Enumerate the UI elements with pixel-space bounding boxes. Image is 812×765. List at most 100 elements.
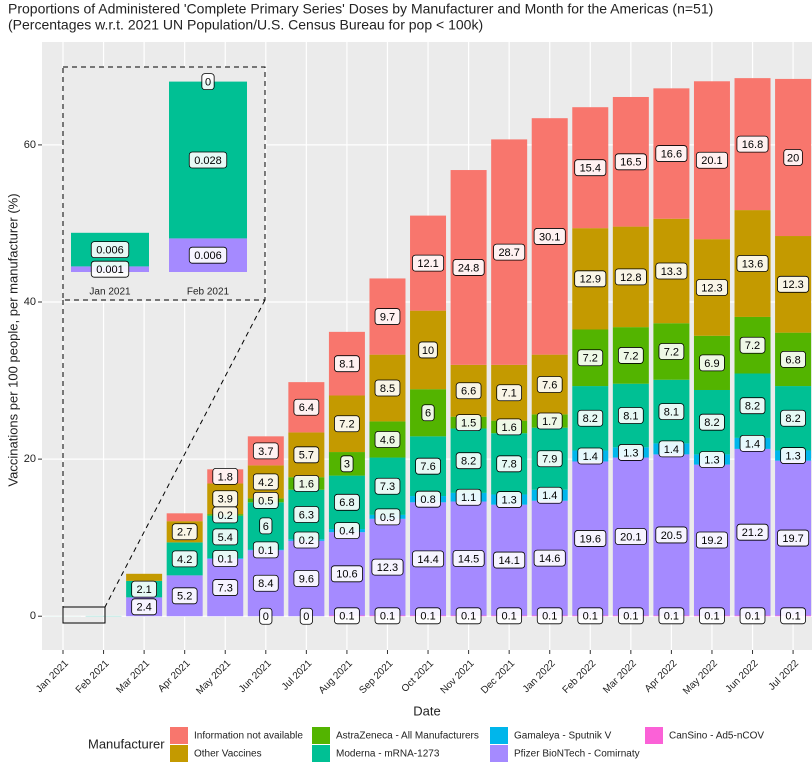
- value-label: 1.8: [218, 471, 233, 483]
- value-label-box: [783, 149, 803, 166]
- value-label-box: [780, 409, 806, 427]
- value-label-box: [299, 607, 313, 625]
- inset-x-label: Feb 2021: [187, 287, 230, 298]
- value-label-box: [415, 607, 441, 625]
- x-tick-label: Feb 2022: [561, 658, 599, 696]
- x-tick-label: May 2021: [194, 658, 233, 697]
- value-label-box: [293, 570, 320, 587]
- x-tick-label: Feb 2021: [74, 658, 112, 696]
- value-label: 7.8: [502, 459, 517, 471]
- value-label: 8.2: [461, 456, 476, 468]
- value-label: 0.1: [664, 611, 679, 623]
- value-label-box: [739, 336, 766, 354]
- value-label-box: [334, 493, 360, 511]
- value-label-box: [201, 73, 215, 90]
- chart-title: Proportions of Administered 'Complete Pr…: [8, 1, 713, 17]
- value-label-box: [252, 473, 279, 491]
- y-tick-label: 20: [24, 453, 36, 465]
- legend-swatch: [170, 745, 188, 762]
- x-tick-label: Jan 2021: [34, 658, 71, 695]
- value-label: 19.7: [782, 533, 803, 545]
- value-label: 12.3: [701, 282, 722, 294]
- value-label-box: [574, 159, 607, 177]
- value-label-box: [658, 403, 685, 420]
- value-label: 1.4: [542, 490, 557, 502]
- value-label-box: [212, 550, 239, 567]
- value-label: 8.1: [664, 406, 679, 418]
- value-label: 1.1: [461, 492, 476, 504]
- value-label: 7.6: [542, 379, 557, 391]
- value-label-box: [374, 308, 401, 325]
- value-label-box: [617, 407, 644, 424]
- value-label-box: [212, 528, 239, 546]
- value-label-box: [374, 379, 401, 397]
- x-tick-label: Jul 2022: [767, 658, 802, 693]
- value-label: 3.9: [218, 494, 233, 506]
- legend-label: Other Vaccines: [194, 749, 262, 760]
- value-label: 7.1: [502, 388, 517, 400]
- value-label: 0.1: [502, 611, 517, 623]
- x-tick-label: Jun 2021: [237, 658, 274, 695]
- legend-label: AstraZeneca - All Manufacturers: [336, 731, 479, 742]
- value-label: 12.1: [417, 258, 438, 270]
- value-label: 21.2: [742, 527, 763, 539]
- value-label-box: [736, 523, 769, 541]
- value-label: 19.2: [701, 535, 722, 547]
- value-label: 0.006: [96, 245, 124, 257]
- value-label-box: [212, 467, 239, 485]
- legend-swatch: [312, 745, 330, 762]
- value-label-box: [777, 275, 810, 293]
- value-label-box: [617, 444, 644, 461]
- value-label: 12.8: [620, 272, 641, 284]
- value-label: 0.1: [461, 611, 476, 623]
- value-label-box: [614, 153, 647, 171]
- value-label: 3: [344, 459, 350, 471]
- value-label: 19.6: [580, 533, 601, 545]
- value-label: 9.7: [380, 311, 395, 323]
- value-label-box: [334, 355, 360, 373]
- value-label: 2.1: [136, 584, 151, 596]
- value-label-box: [695, 279, 728, 296]
- value-label: 0.1: [583, 611, 598, 623]
- value-label: 1.6: [502, 422, 517, 434]
- value-label-box: [259, 607, 273, 625]
- value-label: 5.7: [299, 450, 314, 462]
- value-label: 6.4: [299, 402, 314, 414]
- legend-swatch: [170, 727, 188, 744]
- value-label: 0.1: [420, 611, 435, 623]
- value-label: 4.6: [380, 434, 395, 446]
- value-label: 0.1: [542, 611, 557, 623]
- value-label: 12.3: [782, 279, 803, 291]
- value-label-box: [412, 254, 445, 272]
- value-label-box: [658, 343, 685, 360]
- value-label-box: [293, 506, 320, 523]
- value-label-box: [780, 447, 806, 464]
- value-label-box: [212, 579, 239, 596]
- value-label-box: [655, 526, 688, 544]
- value-label-box: [739, 435, 766, 452]
- value-label-box: [374, 607, 401, 625]
- bar-segment: [126, 573, 163, 581]
- value-label-box: [739, 397, 766, 415]
- x-tick-label: Dec 2021: [479, 658, 517, 696]
- zoom-box: [62, 606, 106, 624]
- value-label-box: [658, 440, 685, 458]
- x-tick-label: Sep 2021: [357, 658, 395, 696]
- zoom-line: [104, 299, 266, 608]
- value-label: 2.7: [177, 527, 192, 539]
- value-label: 6.8: [785, 354, 800, 366]
- value-label: 7.2: [583, 353, 598, 365]
- value-label-box: [655, 145, 688, 162]
- value-label: 7.9: [542, 454, 557, 466]
- value-label: 0.001: [96, 264, 124, 276]
- value-label-box: [415, 457, 441, 475]
- value-label: 8.4: [258, 578, 273, 590]
- value-label: 1.3: [623, 447, 638, 459]
- value-label: 12.3: [377, 562, 398, 574]
- value-label-box: [496, 607, 523, 625]
- value-label: 6.8: [339, 497, 354, 509]
- value-label: 0.1: [704, 611, 719, 623]
- value-label-box: [699, 413, 725, 431]
- value-label: 0.028: [194, 155, 222, 167]
- value-label: 16.5: [620, 157, 641, 169]
